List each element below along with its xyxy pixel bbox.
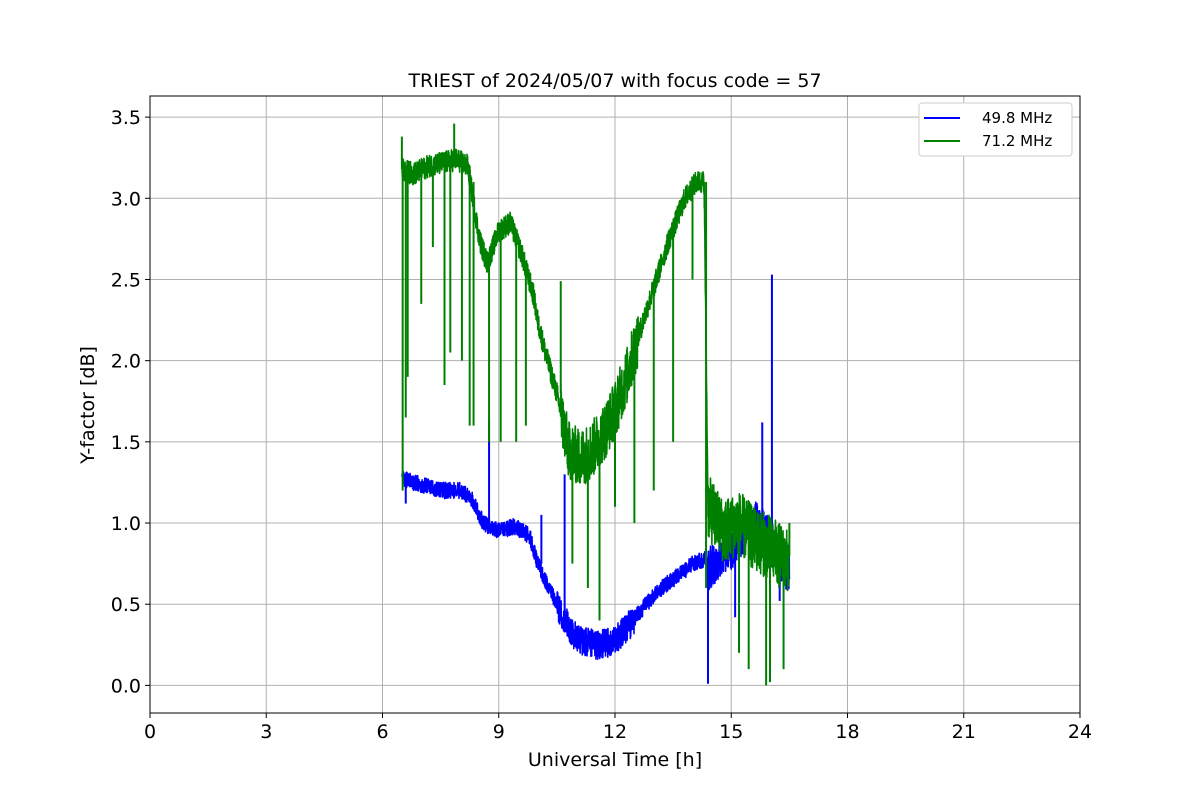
x-tick-label: 9 [493, 721, 505, 743]
y-tick-label: 3.5 [111, 107, 141, 129]
y-tick-label: 1.0 [111, 513, 141, 535]
x-tick-label: 18 [835, 721, 859, 743]
y-tick-label: 0.5 [111, 594, 141, 616]
x-tick-label: 12 [603, 721, 627, 743]
legend: 49.8 MHz 71.2 MHz [918, 102, 1073, 157]
y-tick-label: 2.5 [111, 269, 141, 291]
x-tick-label: 15 [719, 721, 743, 743]
legend-label-49-8-mhz: 49.8 MHz [982, 109, 1052, 127]
x-axis-ticks: 0 3 6 9 12 15 18 21 24 [144, 713, 1092, 743]
series-line-1 [401, 148, 791, 592]
legend-label-71-2-mhz: 71.2 MHz [982, 132, 1052, 150]
legend-box [918, 102, 1073, 157]
y-tick-label: 0.0 [111, 675, 141, 697]
x-tick-label: 21 [952, 721, 976, 743]
x-tick-label: 6 [376, 721, 388, 743]
y-tick-label: 3.0 [111, 188, 141, 210]
chart-title: TRIEST of 2024/05/07 with focus code = 5… [407, 70, 821, 92]
y-axis-label: Y-factor [dB] [77, 346, 99, 465]
series-1-group [400, 123, 791, 686]
y-axis-ticks: 0.0 0.5 1.0 1.5 2.0 2.5 3.0 3.5 [111, 107, 150, 697]
y-tick-label: 2.0 [111, 351, 141, 373]
x-tick-label: 24 [1068, 721, 1092, 743]
x-tick-label: 3 [260, 721, 272, 743]
x-axis-label: Universal Time [h] [528, 749, 702, 771]
series-layer [400, 123, 791, 686]
y-tick-label: 1.5 [111, 432, 141, 454]
x-tick-label: 0 [144, 721, 156, 743]
